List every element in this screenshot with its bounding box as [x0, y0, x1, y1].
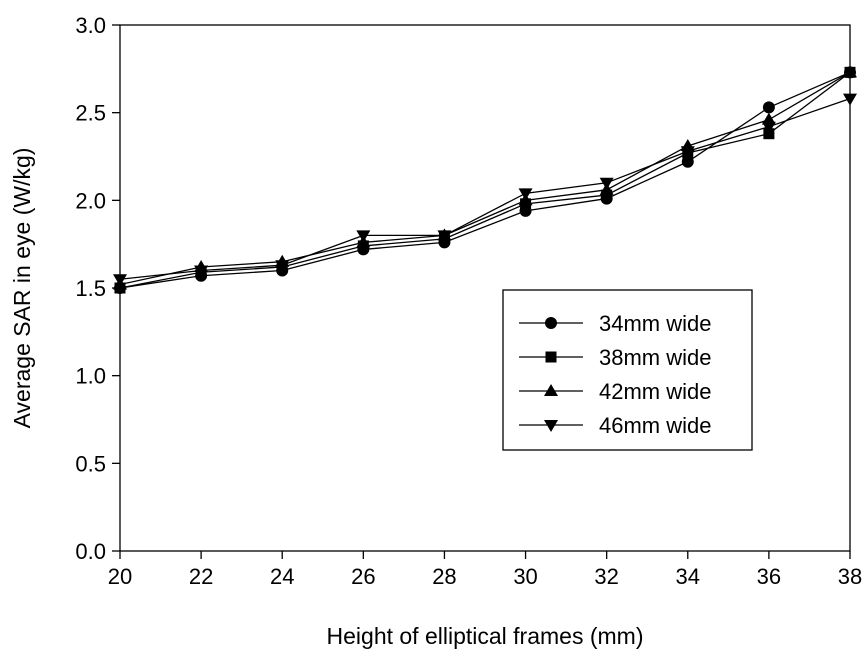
data-point	[437, 230, 452, 243]
series-line	[119, 98, 851, 280]
x-tick-label: 28	[432, 564, 456, 589]
series-layer	[113, 65, 857, 294]
data-point	[680, 146, 695, 159]
legend-marker	[545, 351, 557, 363]
series-line	[119, 71, 851, 289]
x-tick-label: 24	[270, 564, 294, 589]
data-point	[762, 101, 775, 114]
series-3	[113, 65, 857, 290]
data-point	[763, 128, 775, 140]
data-point	[275, 260, 290, 273]
y-axis-title: Average SAR in eye (W/kg)	[9, 148, 35, 429]
series-4	[113, 93, 857, 287]
y-axis: 0.0 0.5 1.0 1.5 2.0 2.5 3.0	[75, 13, 120, 564]
x-tick-label: 34	[676, 564, 700, 589]
y-tick-label: 2.5	[75, 101, 106, 126]
y-tick-label: 2.0	[75, 188, 106, 213]
x-tick-label: 32	[594, 564, 618, 589]
legend-box	[502, 289, 753, 451]
x-tick-label: 38	[838, 564, 862, 589]
data-point	[601, 189, 613, 201]
legend-label: 42mm wide	[599, 379, 711, 404]
data-point	[356, 230, 371, 243]
legend: 34mm wide 38mm wide 42mm wide 46mm wide	[502, 289, 753, 451]
data-point	[518, 188, 533, 201]
x-tick-label: 22	[189, 564, 213, 589]
y-tick-label: 1.0	[75, 364, 106, 389]
legend-label: 38mm wide	[599, 345, 711, 370]
x-axis-title: Height of elliptical frames (mm)	[327, 623, 644, 649]
x-tick-label: 26	[351, 564, 375, 589]
legend-item: 34mm wide	[519, 311, 711, 336]
y-tick-label: 0.5	[75, 451, 106, 476]
data-point	[761, 121, 776, 134]
data-point	[113, 274, 127, 287]
series-line	[119, 71, 851, 289]
legend-label: 34mm wide	[599, 311, 711, 336]
series-2	[114, 66, 856, 294]
data-point	[843, 65, 857, 78]
legend-item: 46mm wide	[519, 413, 711, 438]
legend-marker	[544, 384, 558, 396]
series-line	[119, 71, 851, 286]
legend-label: 46mm wide	[599, 413, 711, 438]
y-tick-label: 0.0	[75, 539, 106, 564]
y-tick-label: 1.5	[75, 276, 106, 301]
x-axis: 20 22 24 26 28 30 32 34 36 38	[108, 551, 862, 589]
data-point	[761, 112, 776, 125]
x-tick-label: 36	[757, 564, 781, 589]
legend-item: 38mm wide	[519, 345, 711, 370]
legend-marker	[544, 420, 558, 432]
y-tick-label: 3.0	[75, 13, 106, 38]
legend-marker	[545, 317, 557, 329]
data-point	[599, 177, 614, 190]
x-tick-label: 20	[108, 564, 132, 589]
data-point	[681, 155, 694, 168]
legend-item: 42mm wide	[519, 379, 711, 404]
data-point	[843, 93, 857, 106]
x-tick-label: 30	[513, 564, 537, 589]
plot-frame	[119, 24, 851, 552]
data-point	[194, 265, 209, 278]
series-1	[114, 66, 856, 294]
